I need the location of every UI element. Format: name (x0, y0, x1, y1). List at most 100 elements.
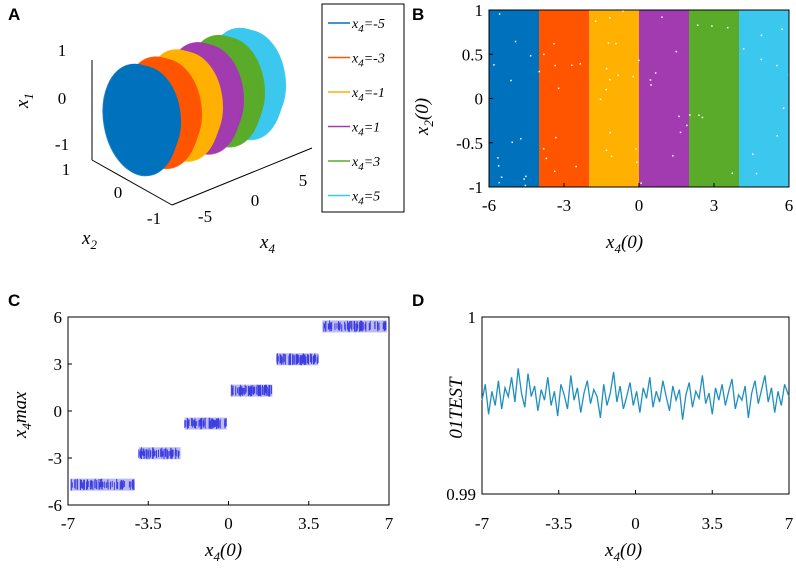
b-speckle (679, 131, 682, 134)
d-ytick-label: 0.99 (446, 485, 476, 504)
b-speckle (497, 165, 500, 167)
a-x4-axis-label: x4 (259, 232, 275, 256)
a-legend-label: x4=-1 (351, 86, 385, 104)
c-ytick-label: 6 (54, 308, 63, 327)
b-band-1 (539, 10, 590, 187)
b-ytick-label: -1 (469, 178, 483, 197)
b-x-axis-label: x4(0) (605, 232, 643, 256)
b-speckle (742, 47, 745, 50)
b-y-axis-label: x2(0) (412, 98, 436, 136)
b-speckle (776, 135, 779, 137)
b-speckle (782, 107, 785, 109)
b-xtick-label: 0 (635, 196, 644, 215)
b-speckle (649, 79, 652, 81)
a-x2-axis-label: x2 (81, 228, 97, 252)
c-segment-5 (322, 320, 387, 333)
b-speckle (609, 78, 611, 81)
b-speckle (672, 155, 674, 157)
b-speckle (609, 131, 611, 134)
b-ytick-label: 1 (475, 1, 484, 20)
c-ytick-label: 3 (54, 355, 63, 374)
b-speckle (615, 42, 617, 45)
b-speckle (511, 141, 514, 144)
b-speckle (731, 172, 734, 175)
b-speckle (610, 155, 613, 158)
b-speckle (711, 25, 713, 27)
b-xtick-label: -6 (482, 196, 496, 215)
c-xtick-label: -7 (61, 514, 76, 533)
c-segment-3 (230, 384, 273, 397)
b-speckle (514, 40, 517, 43)
b-speckle (689, 114, 691, 116)
panel-d-01test-plot: -7 -3.5 0 3.5 7 1 0.99 x4(0) 01TEST (446, 308, 794, 564)
b-speckle (696, 24, 699, 26)
a-legend-label: x4=-5 (351, 17, 385, 35)
panel-label-b: B (412, 5, 424, 24)
b-speckle (726, 26, 729, 29)
b-speckle (635, 161, 638, 164)
b-speckle (617, 74, 619, 77)
b-speckle (500, 176, 503, 178)
b-speckle (538, 70, 541, 73)
b-speckle (638, 59, 640, 62)
b-speckle (554, 64, 556, 67)
b-speckle (599, 98, 602, 101)
b-speckle (555, 136, 557, 139)
a-x4-tick: -5 (198, 207, 212, 226)
a-x2-tick: 0 (114, 183, 123, 202)
a-legend-box (321, 3, 405, 213)
b-speckle (678, 115, 680, 118)
b-speckle (542, 148, 545, 150)
c-segment-0 (70, 478, 135, 491)
c-segment-1 (138, 447, 181, 460)
b-speckle (661, 16, 663, 18)
d-x-axis-label: x4(0) (604, 540, 642, 564)
b-speckle (554, 170, 556, 172)
b-speckle (571, 64, 573, 66)
a-legend-label: x4=3 (351, 155, 380, 173)
b-speckle (520, 137, 522, 140)
b-speckle (605, 149, 608, 152)
d-xtick-label: 3.5 (702, 514, 723, 533)
d-series-line (481, 368, 790, 420)
a-legend-label: x4=-3 (351, 52, 385, 70)
b-speckle (523, 178, 525, 180)
d-ytick-label: 1 (468, 308, 477, 327)
a-legend-label: x4=5 (351, 190, 380, 208)
panel-label-d: D (412, 291, 424, 310)
a-x1-tick: -1 (55, 135, 69, 154)
c-frame (67, 316, 390, 506)
b-speckle (510, 79, 512, 82)
c-xtick-label: 0 (224, 514, 233, 533)
a-legend-label: x4=1 (351, 121, 380, 139)
b-speckle (605, 88, 607, 91)
b-speckle (595, 20, 597, 22)
b-speckle (650, 84, 652, 86)
b-speckle (553, 43, 555, 45)
a-axis-x2 (91, 159, 173, 206)
b-speckle (686, 124, 688, 127)
c-xtick-label: 3.5 (298, 514, 319, 533)
panel-c-bifurcation-plot: -7 -3.5 0 3.5 7 6 3 0 -3 -6 x4(0) x4max (10, 308, 394, 564)
b-speckle (632, 75, 634, 78)
b-xtick-label: 3 (710, 196, 719, 215)
b-speckle (640, 182, 642, 184)
a-x1-axis-label: x1 (12, 93, 36, 109)
a-attractor-x4=-5 (102, 63, 182, 177)
b-speckle (776, 64, 778, 67)
b-xtick-label: -3 (557, 196, 571, 215)
c-xtick-label: 7 (385, 514, 394, 533)
b-band-0 (489, 10, 540, 187)
panel-b-basin-plot: -6 -3 0 3 6 1 0.5 0 -0.5 -1 x4(0) x2(0) (412, 1, 793, 256)
b-speckle (545, 157, 548, 160)
b-band-2 (589, 10, 640, 187)
b-speckle (579, 63, 582, 65)
b-ytick-label: 0 (475, 90, 484, 109)
d-xtick-label: 7 (785, 514, 794, 533)
b-speckle (635, 148, 637, 150)
b-speckle (498, 13, 501, 15)
panel-label-a: A (8, 5, 20, 24)
d-xtick-label: -3.5 (545, 514, 572, 533)
b-speckle (557, 87, 560, 90)
